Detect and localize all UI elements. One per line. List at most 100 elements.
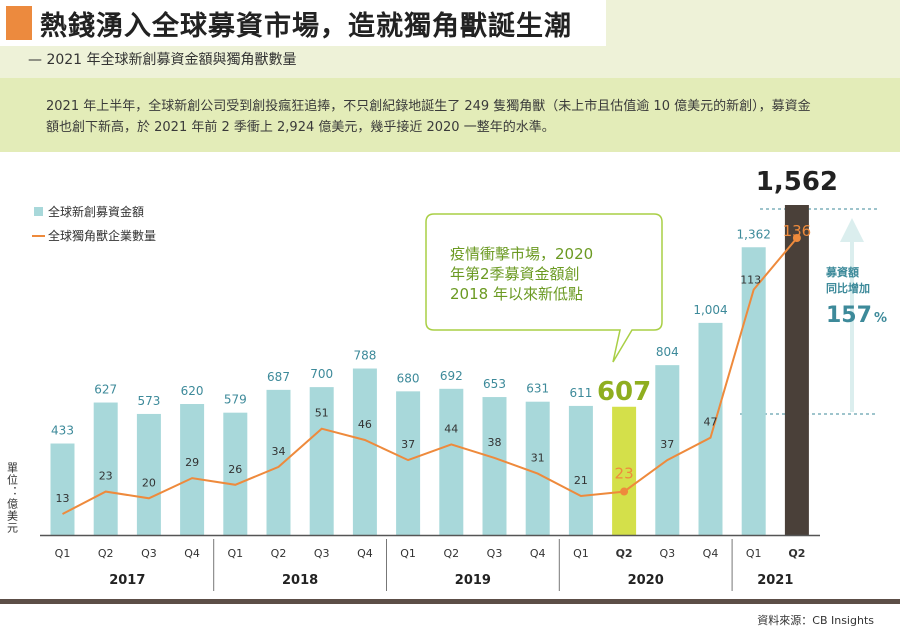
callout-line-2: 年第2季募資金額創	[450, 265, 580, 283]
growth-label-line-1: 募資額	[825, 265, 859, 279]
bar-4	[223, 412, 248, 535]
intro-text: 2021 年上半年，全球新創公司受到創投瘋狂追捧，不只創紀錄地誕生了 249 隻…	[46, 99, 811, 135]
bar-14	[655, 365, 680, 535]
growth-arrow-icon	[840, 218, 864, 412]
x-tick-label-6: Q3	[314, 547, 330, 560]
growth-value: 157%	[826, 303, 887, 328]
page-title: 熱錢湧入全球募資市場，造就獨角獸誕生潮	[40, 11, 572, 42]
bar-15	[698, 322, 723, 535]
chart-legend: 全球新創募資金額 全球獨角獸企業數量	[32, 204, 156, 243]
callout-line-1: 疫情衝擊市場，2020	[450, 245, 593, 263]
line-path	[62, 237, 798, 515]
bar-value-label-11: 631	[526, 382, 549, 396]
legend-line-label: 全球獨角獸企業數量	[48, 228, 156, 243]
x-tick-label-16: Q1	[746, 547, 762, 560]
bar-0	[50, 443, 75, 535]
title-accent-mark	[6, 6, 32, 40]
x-year-label-2020: 2020	[628, 573, 664, 588]
callout-bubble	[425, 213, 663, 363]
growth-value-unit: %	[874, 311, 887, 326]
x-tick-label-5: Q2	[271, 547, 287, 560]
bar-value-label-10: 653	[483, 377, 506, 391]
bar-value-label-7: 788	[353, 349, 376, 363]
legend-bar-label: 全球新創募資金額	[48, 204, 144, 219]
bar-value-label-3: 620	[181, 384, 204, 398]
growth-annotation: 募資額 同比增加 157%	[740, 208, 887, 415]
x-tick-label-10: Q3	[487, 547, 503, 560]
x-tick-label-3: Q4	[184, 547, 200, 560]
bar-5	[266, 389, 291, 535]
x-tick-label-2: Q3	[141, 547, 157, 560]
x-year-label-2021: 2021	[757, 573, 793, 588]
bar-9	[439, 388, 464, 535]
bar-series	[50, 205, 809, 535]
bar-8	[396, 391, 421, 535]
covid-callout: 疫情衝擊市場，2020 年第2季募資金額創 2018 年以來新低點	[425, 213, 663, 363]
bar-2	[136, 413, 161, 535]
bar-value-label-15: 1,004	[693, 303, 727, 317]
title-block: 熱錢湧入全球募資市場，造就獨角獸誕生潮	[0, 0, 606, 46]
intro-panel: 2021 年上半年，全球新創公司受到創投瘋狂追捧，不只創紀錄地誕生了 249 隻…	[0, 78, 900, 152]
line-point-13	[620, 487, 629, 496]
line-value-label-15: 47	[704, 416, 718, 429]
x-tick-label-4: Q1	[227, 547, 243, 560]
callout-line-3: 2018 年以來新低點	[450, 285, 583, 303]
bar-1	[93, 402, 118, 535]
bar-value-label-0: 433	[51, 424, 74, 438]
line-value-label-6: 51	[315, 407, 329, 420]
line-value-label-5: 34	[272, 445, 286, 458]
bottom-bar	[0, 599, 900, 604]
bar-value-label-9: 692	[440, 369, 463, 383]
bar-value-label-14: 804	[656, 345, 679, 359]
line-value-label-11: 31	[531, 452, 545, 465]
bar-13	[612, 406, 637, 535]
bar-value-label-5: 687	[267, 370, 290, 384]
line-value-label-13: 23	[615, 465, 634, 483]
bar-value-label-2: 573	[137, 394, 160, 408]
x-tick-label-0: Q1	[55, 547, 71, 560]
x-tick-label-9: Q2	[443, 547, 459, 560]
bar-7	[352, 368, 377, 535]
line-value-label-17: 136	[783, 222, 812, 240]
x-axis: Q1 Q2 Q3 Q4 Q1 Q2 Q3 Q4 Q1 Q2 Q3 Q4 Q1 Q2 Q3 Q4 Q1 Q2 2017…	[40, 534, 820, 591]
bar-value-label-6: 700	[310, 367, 333, 381]
line-value-label-12: 21	[574, 474, 588, 487]
x-tick-label-8: Q1	[400, 547, 416, 560]
x-tick-label-7: Q4	[357, 547, 373, 560]
line-value-label-1: 23	[99, 470, 113, 483]
line-value-label-9: 44	[444, 422, 458, 435]
source-note: 資料來源：CB Insights	[757, 614, 874, 627]
line-value-label-0: 13	[56, 492, 70, 505]
bar-value-label-4: 579	[224, 393, 247, 407]
x-tick-label-17: Q2	[788, 547, 805, 560]
y-axis-unit-label: 單位：億美元	[6, 462, 19, 534]
line-value-label-10: 38	[488, 436, 502, 449]
line-labels: 13 23 20 29 26 34 51 46 37 44 38 31 21 23 37 47 113 136	[56, 222, 812, 505]
line-point-17	[792, 234, 801, 242]
growth-label-line-2: 同比增加	[826, 281, 870, 295]
x-tick-label-14: Q3	[659, 547, 675, 560]
bar-value-label-17: 1,562	[756, 167, 838, 197]
bar-value-label-16: 1,362	[737, 227, 771, 241]
line-value-label-14: 37	[660, 438, 674, 451]
x-tick-label-12: Q1	[573, 547, 589, 560]
bar-11	[525, 401, 550, 535]
bar-labels: 433 627 573 620 579 687 700 788 680 692 653 631 611 6…	[51, 167, 838, 438]
growth-value-number: 157	[826, 303, 872, 328]
page-subtitle: — 2021 年全球新創募資金額與獨角獸數量	[28, 52, 297, 68]
bar-value-label-12: 611	[569, 386, 592, 400]
line-value-label-7: 46	[358, 418, 372, 431]
bar-value-label-8: 680	[397, 371, 420, 385]
x-tick-label-11: Q4	[530, 547, 546, 560]
bar-17	[784, 205, 809, 535]
bar-value-label-13: 607	[597, 377, 651, 407]
x-tick-label-13: Q2	[616, 547, 633, 560]
bar-12	[568, 405, 593, 535]
x-year-label-2019: 2019	[455, 573, 491, 588]
x-tick-label-15: Q4	[703, 547, 719, 560]
x-year-label-2018: 2018	[282, 573, 318, 588]
bar-6	[309, 387, 334, 535]
combo-chart: 全球新創募資金額 全球獨角獸企業數量 疫情衝擊市場，2020 年第2季募資金額創…	[6, 167, 887, 591]
bar-value-label-1: 627	[94, 383, 117, 397]
line-value-label-16: 113	[740, 274, 761, 287]
